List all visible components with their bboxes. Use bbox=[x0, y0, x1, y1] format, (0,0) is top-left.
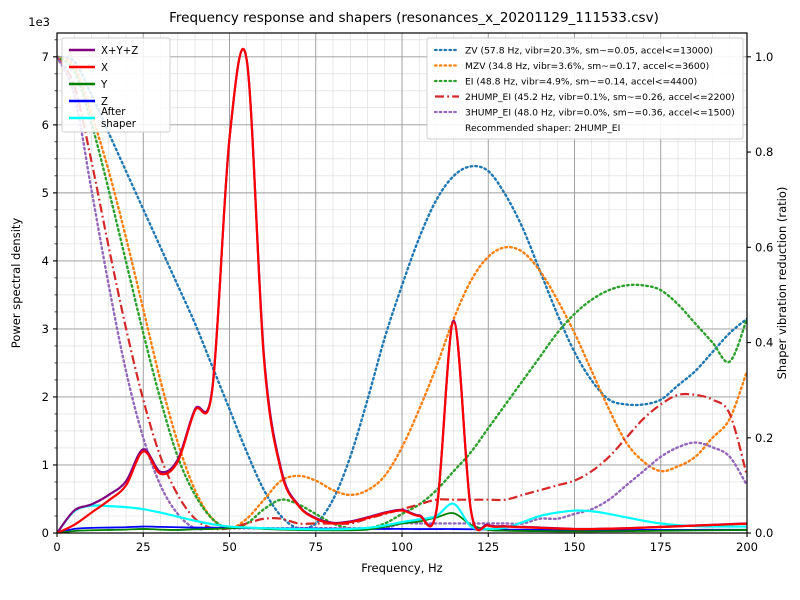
series-line-z bbox=[57, 525, 747, 533]
tick-label-y-right: 1.0 bbox=[755, 50, 773, 64]
tick-label-x: 200 bbox=[736, 540, 758, 554]
legend-left-box bbox=[61, 37, 171, 133]
tick-label-x: 75 bbox=[308, 540, 323, 554]
tick-label-y-right: 0.4 bbox=[755, 336, 773, 350]
legend-right-label-0: ZV (57.8 Hz, vibr=20.3%, sm~=0.05, accel… bbox=[465, 46, 713, 57]
legend-right-label-4: 3HUMP_EI (48.0 Hz, vibr=0.0%, sm~=0.36, … bbox=[465, 108, 735, 119]
tick-label-y-right: 0.6 bbox=[755, 240, 773, 254]
tick-label-y-right: 0.0 bbox=[755, 526, 773, 540]
y-axis-label-left: Power spectral density bbox=[9, 218, 23, 349]
tick-label-x: 50 bbox=[222, 540, 237, 554]
tick-label-y-left: 3 bbox=[42, 322, 49, 336]
legend-left-label-4-cont: shaper bbox=[101, 119, 137, 130]
series-line-x bbox=[57, 47, 747, 533]
y-axis-offset-text: 1e3 bbox=[28, 15, 50, 29]
series-line-zv bbox=[57, 55, 747, 530]
tick-label-y-left: 5 bbox=[42, 186, 49, 200]
page-title: Frequency response and shapers (resonanc… bbox=[169, 10, 659, 26]
tick-label-y-left: 0 bbox=[42, 526, 49, 540]
tick-label-y-left: 7 bbox=[42, 50, 49, 64]
series-line-ei bbox=[57, 55, 747, 531]
series-line-after-shaper bbox=[57, 502, 747, 533]
tick-label-x: 25 bbox=[136, 540, 151, 554]
x-axis-label: Frequency, Hz bbox=[361, 561, 442, 575]
legend-right-label-1: MZV (34.8 Hz, vibr=3.6%, sm~=0.17, accel… bbox=[465, 61, 709, 72]
legend-recommended-shaper: Recommended shaper: 2HUMP_EI bbox=[465, 123, 620, 134]
tick-label-x: 100 bbox=[391, 540, 413, 554]
series-line-y bbox=[57, 512, 747, 533]
series-line-mzv bbox=[57, 55, 747, 530]
y-axis-label-right: Shaper vibration reduction (ratio) bbox=[775, 187, 789, 380]
tick-label-x: 175 bbox=[650, 540, 672, 554]
tick-label-y-left: 4 bbox=[42, 254, 49, 268]
tick-label-x: 0 bbox=[53, 540, 60, 554]
tick-label-y-right: 0.2 bbox=[755, 431, 773, 445]
tick-label-x: 125 bbox=[477, 540, 499, 554]
legend-right-label-2: EI (48.8 Hz, vibr=4.9%, sm~=0.14, accel<… bbox=[465, 77, 697, 88]
tick-label-y-left: 2 bbox=[42, 390, 49, 404]
legend-left-label-0: X+Y+Z bbox=[101, 46, 138, 57]
tick-label-y-right: 0.8 bbox=[755, 145, 773, 159]
legend-right-box bbox=[426, 37, 744, 140]
legend-left-label-3: Z bbox=[101, 97, 108, 108]
legend-right-label-3: 2HUMP_EI (45.2 Hz, vibr=0.1%, sm~=0.26, … bbox=[465, 92, 735, 103]
tick-label-y-left: 6 bbox=[42, 118, 49, 132]
legend-left-label-2: Y bbox=[100, 80, 108, 91]
tick-label-x: 150 bbox=[564, 540, 586, 554]
legend-left-label-1: X bbox=[101, 63, 108, 74]
legend-left-label-4: After bbox=[101, 107, 126, 118]
tick-label-y-left: 1 bbox=[42, 458, 49, 472]
